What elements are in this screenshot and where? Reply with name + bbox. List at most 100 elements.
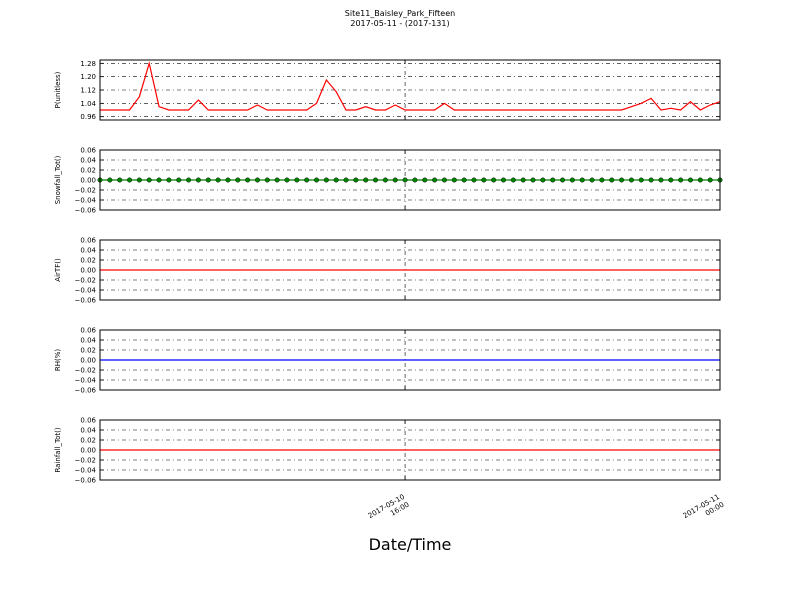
data-point bbox=[481, 177, 487, 183]
data-point bbox=[176, 177, 182, 183]
data-point bbox=[156, 177, 162, 183]
y-tick-label: −0.02 bbox=[75, 187, 96, 195]
y-tick-label: −0.06 bbox=[75, 207, 97, 215]
data-line bbox=[100, 60, 721, 111]
y-tick-label: 0.04 bbox=[80, 337, 96, 345]
y-tick-label: 0.00 bbox=[80, 177, 96, 185]
data-point bbox=[422, 177, 428, 183]
y-tick-label: 0.06 bbox=[80, 327, 96, 335]
data-point bbox=[540, 177, 546, 183]
data-point bbox=[589, 177, 595, 183]
data-point bbox=[678, 177, 684, 183]
y-tick-label: 0.06 bbox=[80, 237, 96, 245]
data-point bbox=[314, 177, 320, 183]
data-point bbox=[323, 177, 329, 183]
data-point bbox=[441, 177, 447, 183]
data-point bbox=[205, 177, 211, 183]
y-tick-label: 1.12 bbox=[80, 87, 96, 95]
data-point bbox=[353, 177, 359, 183]
y-tick-label: −0.04 bbox=[75, 197, 97, 205]
chart-subtitle: 2017-05-11 - (2017-131) bbox=[350, 19, 449, 28]
y-tick-label: 0.02 bbox=[80, 437, 96, 445]
data-point bbox=[254, 177, 260, 183]
data-point bbox=[432, 177, 438, 183]
data-point bbox=[619, 177, 625, 183]
y-tick-label: −0.06 bbox=[75, 297, 97, 305]
y-tick-label: −0.02 bbox=[75, 367, 96, 375]
y-tick-label: 0.00 bbox=[80, 357, 96, 365]
data-point bbox=[382, 177, 388, 183]
data-point bbox=[569, 177, 575, 183]
y-tick-label: 0.96 bbox=[80, 113, 96, 121]
data-point bbox=[284, 177, 290, 183]
y-tick-label: 0.04 bbox=[80, 247, 96, 255]
data-point bbox=[146, 177, 152, 183]
chart-title: Site11_Baisley_Park_Fifteen bbox=[345, 9, 455, 18]
data-point bbox=[491, 177, 497, 183]
data-point bbox=[668, 177, 674, 183]
y-tick-label: −0.04 bbox=[75, 287, 97, 295]
y-axis-label: RH(%) bbox=[54, 349, 62, 372]
y-tick-label: 0.02 bbox=[80, 167, 96, 175]
x-axis-label: Date/Time bbox=[369, 535, 452, 554]
data-point bbox=[373, 177, 379, 183]
data-point bbox=[707, 177, 713, 183]
y-tick-label: 1.20 bbox=[80, 73, 96, 81]
data-point bbox=[215, 177, 221, 183]
y-tick-label: 0.06 bbox=[80, 147, 96, 155]
data-point bbox=[235, 177, 241, 183]
data-point bbox=[609, 177, 615, 183]
data-point bbox=[638, 177, 644, 183]
data-point bbox=[628, 177, 634, 183]
y-tick-label: −0.06 bbox=[75, 387, 97, 395]
data-point bbox=[461, 177, 467, 183]
y-axis-label: P(unitless) bbox=[54, 71, 62, 108]
data-point bbox=[392, 177, 398, 183]
data-point bbox=[412, 177, 418, 183]
y-tick-label: −0.06 bbox=[75, 477, 97, 485]
data-point bbox=[225, 177, 231, 183]
data-point bbox=[166, 177, 172, 183]
x-tick-label: 2017-05-1016:00 bbox=[367, 493, 411, 528]
data-point bbox=[333, 177, 339, 183]
plot-frame bbox=[99, 239, 721, 301]
data-point bbox=[530, 177, 536, 183]
data-point bbox=[599, 177, 605, 183]
y-tick-label: 0.04 bbox=[80, 427, 96, 435]
data-point bbox=[697, 177, 703, 183]
data-point bbox=[520, 177, 526, 183]
data-point bbox=[294, 177, 300, 183]
y-tick-label: −0.02 bbox=[75, 277, 96, 285]
y-tick-label: 0.04 bbox=[80, 157, 96, 165]
y-tick-label: 0.06 bbox=[80, 417, 96, 425]
x-tick-label: 2017-05-1100:00 bbox=[682, 493, 726, 528]
data-point bbox=[343, 177, 349, 183]
data-point bbox=[264, 177, 270, 183]
y-axis-label: AirTF() bbox=[54, 258, 62, 282]
y-tick-label: 1.04 bbox=[80, 100, 96, 108]
y-tick-label: 0.02 bbox=[80, 257, 96, 265]
data-point bbox=[510, 177, 516, 183]
data-point bbox=[579, 177, 585, 183]
data-point bbox=[136, 177, 142, 183]
data-point bbox=[245, 177, 251, 183]
data-point bbox=[560, 177, 566, 183]
data-point bbox=[195, 177, 201, 183]
y-tick-label: 0.00 bbox=[80, 447, 96, 455]
plot-frame bbox=[99, 59, 721, 121]
y-tick-label: 0.00 bbox=[80, 267, 96, 275]
plot-frame bbox=[99, 149, 721, 211]
y-tick-label: 1.28 bbox=[80, 60, 96, 68]
data-point bbox=[500, 177, 506, 183]
data-point bbox=[186, 177, 192, 183]
y-tick-label: 0.02 bbox=[80, 347, 96, 355]
data-point bbox=[274, 177, 280, 183]
data-point bbox=[117, 177, 123, 183]
data-point bbox=[304, 177, 310, 183]
data-point bbox=[451, 177, 457, 183]
data-point bbox=[550, 177, 556, 183]
y-tick-label: −0.04 bbox=[75, 377, 97, 385]
y-tick-label: −0.04 bbox=[75, 467, 97, 475]
data-point bbox=[402, 177, 408, 183]
